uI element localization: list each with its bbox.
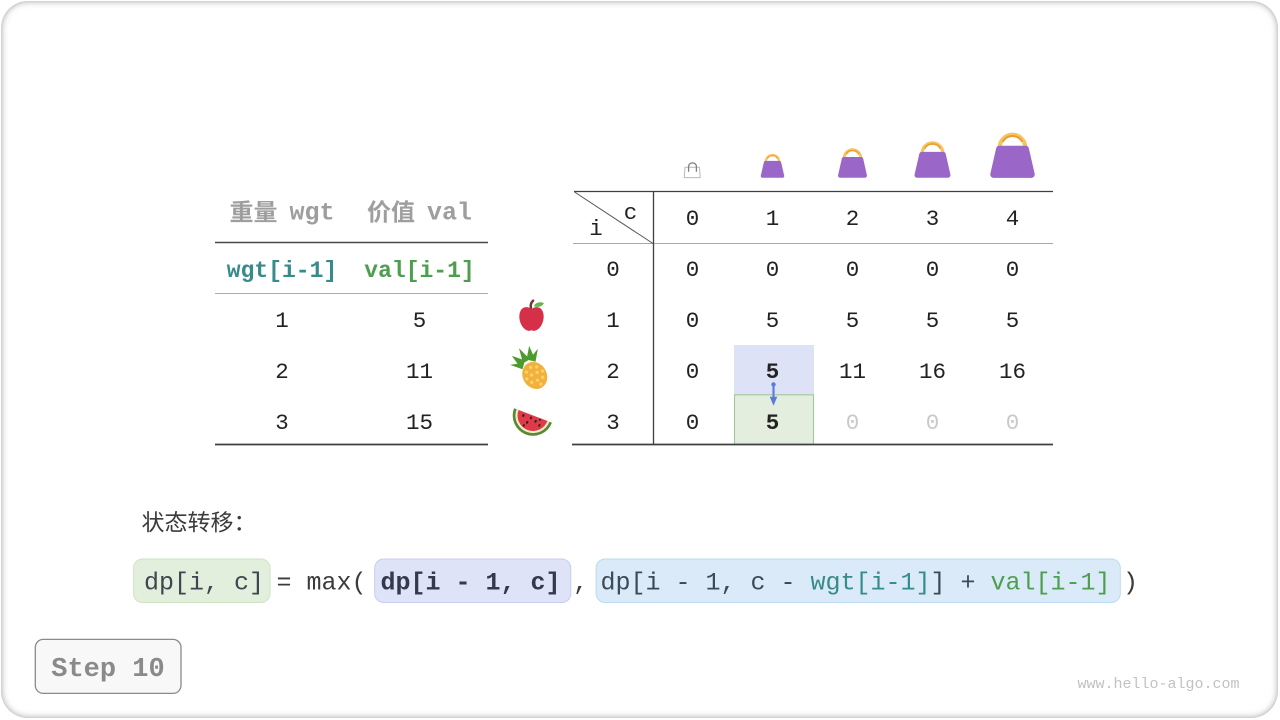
svg-text:5: 5 bbox=[1006, 308, 1020, 334]
svg-text:] +: ] + bbox=[931, 569, 991, 598]
svg-text:wgt: wgt bbox=[290, 199, 335, 228]
svg-text:2: 2 bbox=[275, 359, 289, 385]
svg-text:dp[i - 1, c -: dp[i - 1, c - bbox=[601, 569, 811, 598]
svg-text:0: 0 bbox=[766, 257, 780, 283]
svg-text:0: 0 bbox=[686, 308, 700, 334]
svg-text:1: 1 bbox=[606, 308, 620, 334]
svg-text:i: i bbox=[589, 216, 603, 242]
svg-text:,: , bbox=[573, 569, 588, 598]
svg-text:3: 3 bbox=[275, 410, 289, 436]
svg-text:max: max bbox=[307, 569, 352, 598]
svg-text:wgt[i-1]: wgt[i-1] bbox=[811, 569, 931, 598]
svg-text:5: 5 bbox=[766, 308, 780, 334]
svg-text:c: c bbox=[624, 200, 638, 226]
svg-text:0: 0 bbox=[926, 257, 940, 283]
svg-text:www.hello-algo.com: www.hello-algo.com bbox=[1077, 676, 1239, 693]
svg-text:5: 5 bbox=[926, 308, 940, 334]
svg-text:11: 11 bbox=[406, 359, 433, 385]
svg-text:0: 0 bbox=[926, 410, 940, 436]
svg-text:0: 0 bbox=[846, 410, 860, 436]
svg-text:0: 0 bbox=[1006, 410, 1020, 436]
svg-text:15: 15 bbox=[406, 410, 433, 436]
svg-text:4: 4 bbox=[1006, 206, 1020, 232]
svg-text:=: = bbox=[276, 569, 291, 598]
svg-text:val[i-1]: val[i-1] bbox=[364, 258, 474, 284]
svg-text:5: 5 bbox=[766, 410, 780, 436]
svg-text:Step 10: Step 10 bbox=[51, 655, 164, 685]
svg-text:5: 5 bbox=[846, 308, 860, 334]
svg-text:(: ( bbox=[351, 569, 366, 598]
svg-text:0: 0 bbox=[686, 410, 700, 436]
svg-text:16: 16 bbox=[999, 359, 1026, 385]
svg-text:0: 0 bbox=[606, 257, 620, 283]
svg-text:1: 1 bbox=[766, 206, 780, 232]
svg-text:val: val bbox=[427, 199, 472, 228]
svg-text:16: 16 bbox=[919, 359, 946, 385]
svg-text:1: 1 bbox=[275, 308, 289, 334]
svg-text:val[i-1]: val[i-1] bbox=[991, 569, 1111, 598]
svg-text:dp[i, c]: dp[i, c] bbox=[144, 569, 264, 598]
svg-text:0: 0 bbox=[846, 257, 860, 283]
svg-text:2: 2 bbox=[846, 206, 860, 232]
svg-text:0: 0 bbox=[686, 359, 700, 385]
svg-text:5: 5 bbox=[413, 308, 427, 334]
svg-text:3: 3 bbox=[926, 206, 940, 232]
svg-text:wgt[i-1]: wgt[i-1] bbox=[227, 258, 337, 284]
svg-text:11: 11 bbox=[839, 359, 866, 385]
svg-text:3: 3 bbox=[606, 410, 620, 436]
svg-text:5: 5 bbox=[766, 359, 780, 385]
svg-text:0: 0 bbox=[1006, 257, 1020, 283]
svg-text:0: 0 bbox=[686, 206, 700, 232]
svg-text:): ) bbox=[1123, 569, 1138, 598]
svg-text:dp[i - 1, c]: dp[i - 1, c] bbox=[380, 569, 560, 598]
svg-text:0: 0 bbox=[686, 257, 700, 283]
svg-text:2: 2 bbox=[606, 359, 620, 385]
